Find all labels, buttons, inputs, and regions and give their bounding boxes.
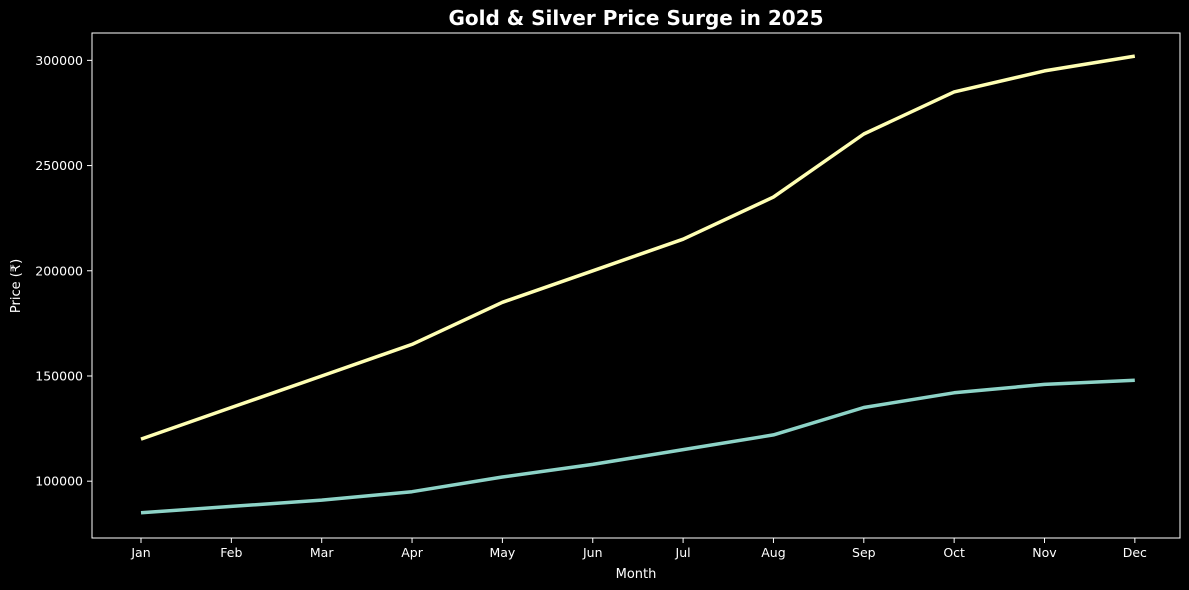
x-tick-label: Sep: [852, 545, 876, 560]
x-tick-label: Jan: [130, 545, 150, 560]
x-tick-label: Nov: [1032, 545, 1057, 560]
x-tick-label: May: [489, 545, 515, 560]
x-tick-label: Feb: [220, 545, 242, 560]
series-line-2: [140, 378, 1135, 515]
x-tick-label: Apr: [401, 545, 423, 560]
x-tick-label: Jun: [582, 545, 603, 560]
x-axis-label: Month: [616, 567, 657, 582]
x-tick-label: Mar: [310, 545, 334, 560]
chart-title: Gold & Silver Price Surge in 2025: [448, 6, 823, 30]
x-tick-label: Oct: [943, 545, 965, 560]
plot-frame: [91, 32, 1181, 539]
y-tick-label: 200000: [35, 263, 83, 278]
x-tick-label: Jul: [675, 545, 691, 560]
y-tick-label: 100000: [35, 474, 83, 489]
y-tick-label: 300000: [35, 53, 83, 68]
series-line-1: [140, 54, 1136, 441]
y-tick-label: 250000: [35, 158, 83, 173]
x-tick-label: Dec: [1123, 545, 1147, 560]
plot-area: 100000 150000 200000 250000 300000 Jan Feb Mar A…: [35, 32, 1181, 560]
x-tick-label: Aug: [761, 545, 785, 560]
y-axis-label: Price (₹): [9, 259, 24, 313]
y-tick-label: 150000: [35, 368, 83, 383]
